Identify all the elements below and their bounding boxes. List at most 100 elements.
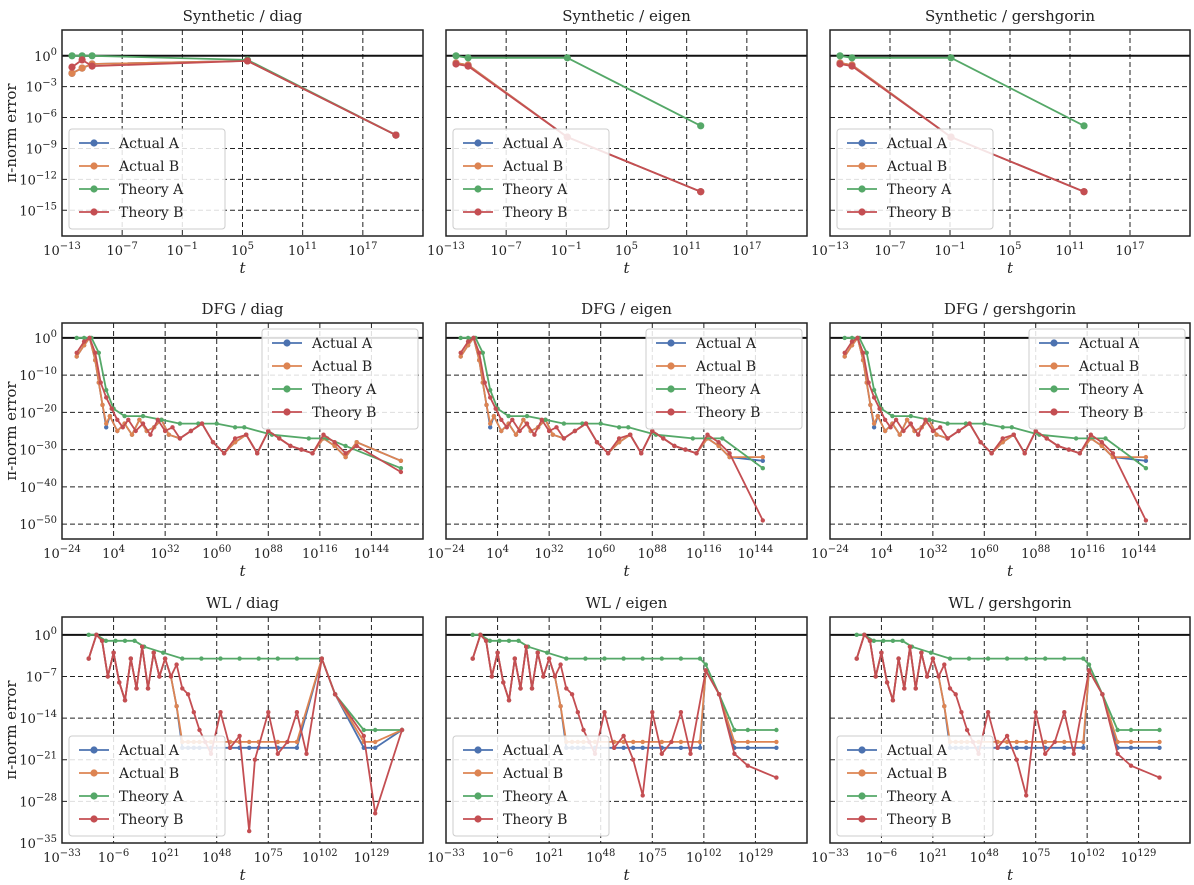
data-point [210, 440, 216, 445]
data-point [893, 417, 899, 422]
data-point [98, 380, 103, 385]
data-point [561, 436, 567, 441]
plot-frame [61, 29, 424, 237]
data-point [218, 656, 223, 661]
data-point [319, 656, 324, 661]
data-point [628, 432, 633, 437]
data-point [1157, 727, 1162, 733]
data-point [256, 656, 261, 661]
y-tick-label: 10−50 [19, 515, 57, 533]
data-point [877, 406, 882, 411]
data-point [640, 793, 645, 798]
data-point [1044, 436, 1049, 441]
subplot-title: Synthetic / eigen [562, 7, 691, 25]
data-point [88, 52, 96, 60]
legend-label: Theory B [503, 812, 567, 828]
legend-label: Theory A [312, 382, 377, 398]
data-point [1000, 436, 1005, 441]
data-point [180, 656, 185, 661]
legend-label: Actual A [886, 136, 948, 152]
legend-box [452, 128, 610, 230]
data-point [1086, 662, 1092, 667]
data-point [518, 686, 523, 691]
data-point [115, 417, 120, 422]
data-point [605, 451, 611, 456]
data-point [68, 52, 76, 60]
data-point [882, 417, 888, 422]
data-point [1103, 436, 1108, 441]
data-point [354, 443, 359, 449]
data-point [524, 421, 530, 426]
y-tick-label: 10−3 [26, 78, 57, 96]
legend-marker [90, 208, 98, 216]
legend-label: Actual B [118, 766, 179, 782]
legend-marker [90, 815, 98, 823]
data-point [398, 458, 404, 463]
data-point [945, 436, 950, 441]
data-point [529, 686, 535, 691]
x-tick-label: 1048 [586, 848, 615, 866]
data-point [953, 692, 958, 697]
legend-marker [90, 769, 98, 777]
data-point [659, 739, 664, 745]
data-point [78, 56, 86, 64]
data-point [117, 680, 122, 685]
data-point [1023, 656, 1029, 661]
data-point [956, 428, 961, 434]
data-point [218, 710, 223, 715]
legend-marker [90, 792, 98, 800]
data-point [1099, 440, 1105, 445]
data-point [484, 402, 489, 408]
data-point [81, 335, 87, 341]
legend-label: Theory A [119, 182, 184, 198]
data-point [1081, 739, 1086, 745]
data-point [575, 710, 580, 715]
data-point [1004, 656, 1010, 661]
data-point [1014, 745, 1019, 750]
legend-label: Actual B [502, 159, 563, 175]
data-point [332, 692, 338, 697]
plot-frame [445, 29, 808, 237]
legend-label: Actual A [311, 336, 373, 352]
data-point [836, 52, 844, 60]
y-axis-label: π-norm error [2, 680, 20, 780]
data-point [332, 440, 337, 445]
data-point [517, 428, 522, 434]
legend: Actual A Actual B Theory A Theory B [261, 328, 419, 430]
data-point [572, 428, 578, 434]
subplot-8: WL / eigen 10−33 10−6 1021 1048 1075 10102 1012… [427, 594, 808, 884]
data-point [247, 739, 252, 745]
data-point [177, 436, 183, 441]
data-point [683, 447, 688, 452]
data-point [535, 650, 540, 655]
data-point [244, 432, 249, 437]
data-point [122, 698, 128, 703]
data-point [140, 413, 146, 419]
data-point [732, 751, 737, 756]
legend-label: Actual A [695, 336, 757, 352]
y-tick-label: 10−35 [19, 834, 57, 852]
data-point [688, 751, 693, 756]
data-point [583, 421, 589, 426]
data-point [862, 632, 867, 637]
data-point [1115, 727, 1120, 733]
data-point [1080, 122, 1088, 130]
data-point [111, 650, 116, 655]
series-line-3 [455, 54, 702, 127]
legend-marker [858, 792, 866, 800]
subplot-title: Synthetic / gershgorin [925, 7, 1095, 25]
data-point [854, 632, 859, 637]
data-point [860, 350, 866, 355]
data-point [373, 811, 378, 816]
legend-label: Theory A [887, 789, 952, 805]
data-point [760, 466, 765, 471]
data-point [137, 417, 142, 422]
series-line-1 [71, 60, 397, 136]
data-point [1066, 447, 1072, 452]
data-point [197, 727, 202, 733]
data-point [854, 656, 859, 661]
data-point [842, 354, 847, 359]
data-point [277, 436, 282, 441]
legend-label: Actual A [502, 743, 564, 759]
x-tick-label: 1088 [1021, 544, 1050, 562]
